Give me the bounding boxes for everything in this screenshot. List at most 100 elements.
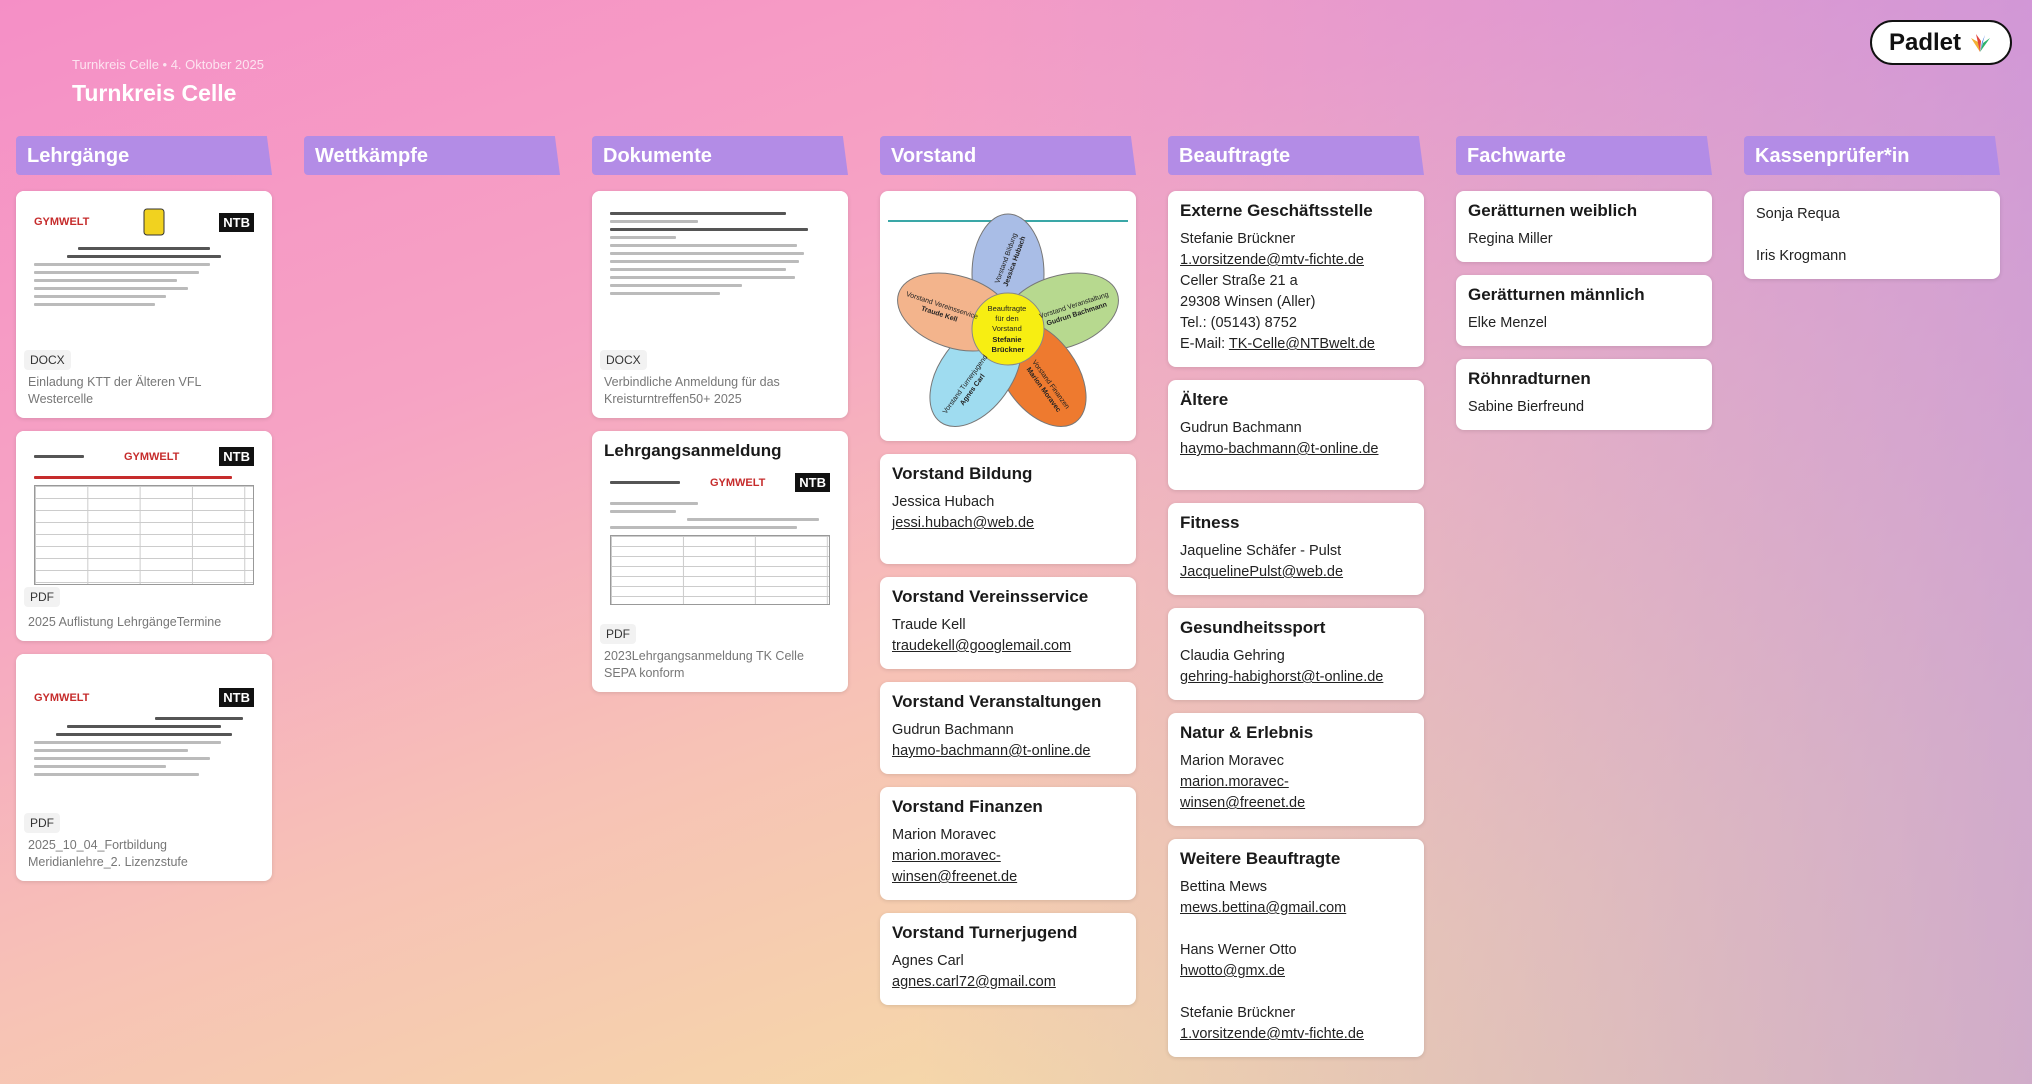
post-gesundheitssport[interactable]: Gesundheitssport Claudia Gehring gehring…: [1168, 608, 1424, 700]
person-name: Jessica Hubach: [892, 494, 995, 510]
center-line-1: Beauftragte: [988, 304, 1027, 313]
email-link[interactable]: jessi.hubach@web.de: [892, 515, 1035, 531]
email-row: E-Mail: TK-Celle@NTBwelt.de: [1180, 334, 1412, 355]
padlet-logo[interactable]: Padlet: [1870, 20, 2012, 65]
crest-icon: [143, 208, 165, 236]
center-line-2: für den: [995, 314, 1018, 323]
post-title: Röhnradturnen: [1468, 369, 1591, 388]
post-fitness[interactable]: Fitness Jaqueline Schäfer - Pulst Jacque…: [1168, 503, 1424, 595]
column-title[interactable]: Kassenprüfer*in: [1744, 136, 2000, 175]
post-title: Vorstand Finanzen: [892, 797, 1043, 816]
post-weitere-beauftragte[interactable]: Weitere Beauftragte Bettina Mews mews.be…: [1168, 839, 1424, 1057]
post-vorstand-finanzen[interactable]: Vorstand Finanzen Marion Moravec marion.…: [880, 787, 1136, 900]
post-externe-geschaeftsstelle[interactable]: Externe Geschäftsstelle Stefanie Brückne…: [1168, 191, 1424, 367]
columns: Lehrgänge GYMWELT NTB: [16, 136, 2000, 1070]
column-title[interactable]: Vorstand: [880, 136, 1136, 175]
board-subtitle: Turnkreis Celle • 4. Oktober 2025: [72, 57, 264, 72]
center-line-3: Vorstand: [992, 324, 1022, 333]
board-title: Turnkreis Celle: [72, 80, 237, 106]
document-preview: GYMWELT NTB: [16, 654, 272, 834]
post-natur-erlebnis[interactable]: Natur & Erlebnis Marion Moravec marion.m…: [1168, 713, 1424, 826]
email-link[interactable]: winsen@freenet.de: [892, 869, 1018, 885]
post-auflistung-termine[interactable]: GYMWELT NTB PDF 2025 Auflistung Lehrgäng…: [16, 431, 272, 641]
person-name: Sonja Requa: [1756, 206, 1840, 222]
ntb-logo: NTB: [219, 212, 254, 232]
person-name: Marion Moravec: [892, 827, 996, 843]
flower-center: [971, 292, 1045, 366]
email-link[interactable]: 1.vorsitzende@mtv-fichte.de: [1180, 1026, 1364, 1042]
ntb-logo: NTB: [219, 447, 254, 466]
email-link[interactable]: JacquelinePulst@web.de: [1180, 564, 1344, 580]
column-kassenpruefer: Kassenprüfer*in Sonja Requa Iris Krogman…: [1744, 136, 2000, 1070]
street: Celler Straße 21 a: [1180, 273, 1298, 289]
post-kassenpruefer[interactable]: Sonja Requa Iris Krogmann: [1744, 191, 2000, 279]
email-link[interactable]: hwotto@gmx.de: [1180, 963, 1285, 979]
person-name: Jaqueline Schäfer - Pulst: [1180, 543, 1342, 559]
email-link[interactable]: traudekell@googlemail.com: [892, 638, 1072, 654]
email-link[interactable]: TK-Celle@NTBwelt.de: [1228, 336, 1375, 352]
gymwelt-logo: GYMWELT: [709, 476, 766, 489]
file-type-badge: PDF: [600, 624, 636, 644]
person-name: Regina Miller: [1468, 231, 1553, 247]
column-title[interactable]: Wettkämpfe: [304, 136, 560, 175]
center-line-4: Stefanie: [992, 335, 1021, 344]
email-link[interactable]: gehring-habighorst@t-online.de: [1180, 669, 1384, 685]
post-title: Vorstand Bildung: [892, 464, 1033, 483]
file-type-badge: PDF: [24, 813, 60, 833]
email-link[interactable]: mews.bettina@gmail.com: [1180, 900, 1347, 916]
ntb-logo: NTB: [795, 473, 830, 492]
email-link[interactable]: agnes.carl72@gmail.com: [892, 974, 1056, 990]
post-vorstand-organigramm[interactable]: Beauftragte für den Vorstand Stefanie Br…: [880, 191, 1136, 441]
post-geraetturnen-maennlich[interactable]: Gerätturnen männlich Elke Menzel: [1456, 275, 1712, 346]
post-vorstand-bildung[interactable]: Vorstand Bildung Jessica Hubach jessi.hu…: [880, 454, 1136, 564]
person-name: Iris Krogmann: [1756, 248, 1847, 264]
post-einladung-ktt[interactable]: GYMWELT NTB DOCX Einladung KTT der Älter…: [16, 191, 272, 418]
file-type-badge: DOCX: [600, 350, 647, 370]
person-name: Gudrun Bachmann: [1180, 420, 1302, 436]
post-title: Weitere Beauftragte: [1180, 849, 1341, 868]
ntb-logo: NTB: [219, 688, 254, 707]
email-link[interactable]: haymo-bachmann@t-online.de: [1180, 441, 1379, 457]
post-anmeldung-kreisturntreffen[interactable]: DOCX Verbindliche Anmeldung für das Krei…: [592, 191, 848, 418]
email-link[interactable]: 1.vorsitzende@mtv-fichte.de: [1180, 252, 1364, 268]
person-name: Bettina Mews: [1180, 879, 1268, 895]
post-caption: Einladung KTT der Älteren VFL Westercell…: [28, 375, 202, 406]
post-vorstand-veranstaltungen[interactable]: Vorstand Veranstaltungen Gudrun Bachmann…: [880, 682, 1136, 774]
email-link[interactable]: marion.moravec-: [1180, 774, 1289, 790]
post-aeltere[interactable]: Ältere Gudrun Bachmann haymo-bachmann@t-…: [1168, 380, 1424, 490]
post-title: Vorstand Turnerjugend: [892, 923, 1078, 942]
post-vorstand-turnerjugend[interactable]: Vorstand Turnerjugend Agnes Carl agnes.c…: [880, 913, 1136, 1005]
post-vorstand-vereinsservice[interactable]: Vorstand Vereinsservice Traude Kell trau…: [880, 577, 1136, 669]
padlet-flower-icon: [1971, 33, 1991, 52]
column-title[interactable]: Beauftragte: [1168, 136, 1424, 175]
document-preview: GYMWELT NTB: [16, 191, 272, 371]
person-name: Gudrun Bachmann: [892, 722, 1014, 738]
post-title: Gesundheitssport: [1180, 618, 1326, 637]
post-roehnradturnen[interactable]: Röhnradturnen Sabine Bierfreund: [1456, 359, 1712, 430]
email-link[interactable]: haymo-bachmann@t-online.de: [892, 743, 1091, 759]
person-name: Stefanie Brückner: [1180, 1005, 1296, 1021]
post-title: Vorstand Vereinsservice: [892, 587, 1089, 606]
post-title: Vorstand Veranstaltungen: [892, 692, 1102, 711]
post-title: Gerätturnen weiblich: [1468, 201, 1638, 220]
gymwelt-logo: GYMWELT: [34, 216, 90, 228]
flower-graphic: Beauftragte für den Vorstand Stefanie Br…: [888, 213, 1128, 427]
vorstand-flower-diagram: Beauftragte für den Vorstand Stefanie Br…: [880, 191, 1136, 441]
file-type-badge: PDF: [24, 587, 60, 607]
person-name: Traude Kell: [892, 617, 966, 633]
post-title: Fitness: [1180, 513, 1240, 532]
post-caption: Verbindliche Anmeldung für das Kreisturn…: [604, 375, 780, 406]
email-link[interactable]: winsen@freenet.de: [1180, 795, 1306, 811]
column-title[interactable]: Lehrgänge: [16, 136, 272, 175]
person-name: Marion Moravec: [1180, 753, 1284, 769]
post-lehrgangsanmeldung[interactable]: Lehrgangsanmeldung GYMWELT NTB PDF 2023L…: [592, 431, 848, 692]
column-title[interactable]: Dokumente: [592, 136, 848, 175]
post-fortbildung-meridianlehre[interactable]: GYMWELT NTB PDF 2025_10_04_Fortbildung M…: [16, 654, 272, 881]
post-geraetturnen-weiblich[interactable]: Gerätturnen weiblich Regina Miller: [1456, 191, 1712, 262]
column-vorstand: Vorstand Beauftragte: [880, 136, 1136, 1070]
email-link[interactable]: marion.moravec-: [892, 848, 1001, 864]
column-title[interactable]: Fachwarte: [1456, 136, 1712, 175]
post-title: Lehrgangsanmeldung: [604, 441, 782, 460]
column-dokumente: Dokumente DOCX Verbindliche Anmeldung: [592, 136, 848, 1070]
